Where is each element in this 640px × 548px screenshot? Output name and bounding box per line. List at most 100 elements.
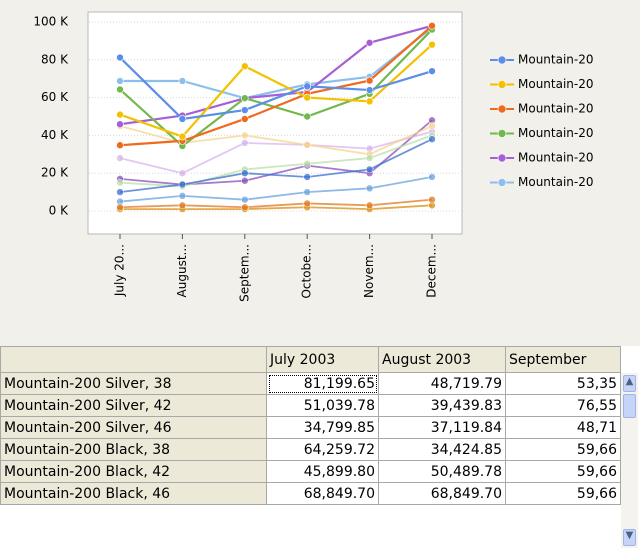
scroll-down[interactable]: ▼: [623, 529, 636, 546]
legend-marker: [497, 178, 507, 187]
data-point: [241, 169, 249, 177]
data-point: [428, 173, 436, 181]
data-point: [116, 154, 124, 162]
data-point: [116, 141, 124, 150]
cell[interactable]: 39,439.83: [378, 394, 506, 417]
cell[interactable]: 48,719.79: [378, 372, 506, 395]
data-point: [178, 132, 187, 141]
cell[interactable]: 34,424.85: [378, 438, 506, 461]
corner-cell[interactable]: [0, 346, 267, 373]
data-point: [365, 201, 374, 210]
data-point: [303, 93, 312, 102]
legend-marker: [497, 104, 507, 114]
data-point: [365, 86, 374, 94]
x-tick-label: Novem...: [362, 244, 376, 298]
data-point: [428, 195, 436, 204]
row-header[interactable]: Mountain-200 Silver, 42: [0, 394, 267, 417]
cell[interactable]: 50,489.78: [378, 460, 506, 483]
cell[interactable]: 37,119.84: [378, 416, 506, 439]
y-tick-label: 60 K: [41, 90, 69, 104]
cell[interactable]: 48,71: [505, 416, 621, 439]
column-header[interactable]: August 2003: [378, 346, 506, 373]
data-point: [365, 165, 374, 174]
cell[interactable]: 76,55: [505, 394, 621, 417]
cell[interactable]: 45,899.80: [266, 460, 379, 483]
data-point: [241, 203, 249, 212]
legend-marker: [497, 80, 507, 89]
data-point: [178, 192, 187, 200]
data-grid: July 2003 August 2003 September Mountain-20…: [0, 346, 621, 505]
data-point: [428, 122, 436, 130]
series-line: [120, 26, 433, 100]
data-point: [365, 184, 374, 193]
legend-label: Mountain-20: [518, 102, 594, 116]
data-point: [241, 195, 249, 204]
data-point: [365, 97, 374, 106]
table-row: Mountain-200 Black, 38 64,259.72 34,424.85…: [0, 438, 621, 461]
table-row: Mountain-200 Silver, 42 51,039.78 39,439.8…: [0, 394, 621, 417]
cell[interactable]: 53,35: [505, 372, 621, 395]
cell[interactable]: 34,799.85: [266, 416, 379, 439]
data-point: [178, 201, 187, 210]
row-header[interactable]: Mountain-200 Black, 46: [0, 482, 267, 505]
series-line: [119, 24, 433, 147]
cell[interactable]: 81,199.65: [266, 372, 379, 395]
legend-label: Mountain-20: [518, 53, 594, 67]
scroll-up[interactable]: ▲: [623, 375, 636, 392]
x-tick-label: Decem...: [425, 244, 439, 298]
data-point: [303, 82, 312, 91]
y-tick-label: 80 K: [41, 52, 69, 66]
column-header[interactable]: July 2003: [266, 346, 379, 373]
row-header[interactable]: Mountain-200 Silver, 38: [0, 372, 267, 395]
data-point: [428, 135, 436, 143]
data-point: [116, 203, 124, 212]
row-header[interactable]: Mountain-200 Black, 38: [0, 438, 267, 461]
table-row: Mountain-200 Silver, 38 81,199.65 48,719.7…: [0, 372, 621, 395]
series-line: [119, 24, 433, 126]
cell[interactable]: 59,66: [505, 482, 621, 505]
data-point: [365, 154, 374, 162]
cell[interactable]: 51,039.78: [266, 394, 379, 417]
data-point: [241, 115, 249, 123]
data-point: [116, 120, 124, 129]
data-point: [116, 77, 124, 85]
plot-area: [87, 11, 463, 235]
cell[interactable]: 59,66: [505, 460, 621, 483]
cell[interactable]: 64,259.72: [266, 438, 379, 461]
legend-label: Mountain-20: [518, 77, 594, 91]
x-tick-label: August...: [175, 244, 189, 297]
row-header[interactable]: Mountain-200 Silver, 46: [0, 416, 267, 439]
data-point: [178, 77, 187, 85]
data-point: [241, 94, 249, 102]
column-header[interactable]: September: [505, 346, 621, 373]
series-line: [119, 130, 433, 175]
legend-label: Mountain-20: [518, 151, 594, 165]
data-point: [178, 115, 187, 123]
data-point: [241, 62, 249, 71]
x-tick-label: Septem...: [237, 244, 251, 302]
row-header[interactable]: Mountain-200 Black, 42: [0, 460, 267, 483]
cell[interactable]: 68,849.70: [378, 482, 506, 505]
data-point: [303, 188, 312, 196]
scrollbar[interactable]: ▲ ▼: [621, 373, 638, 548]
data-point: [116, 110, 124, 119]
data-point: [241, 176, 249, 185]
table-row: Mountain-200 Black, 42 45,899.80 50,489.78…: [0, 460, 621, 483]
data-point: [365, 38, 374, 47]
y-tick-label: 0 K: [49, 204, 69, 218]
data-point: [241, 131, 249, 140]
series-line: [119, 43, 433, 138]
data-point: [116, 178, 124, 187]
data-point: [303, 173, 312, 181]
y-tick-label: 20 K: [41, 166, 69, 180]
scroll-thumb[interactable]: [623, 394, 636, 418]
x-tick-label: July 20...: [113, 244, 127, 297]
data-point: [241, 106, 249, 114]
table-row: Mountain-200 Silver, 46 34,799.85 37,119.8…: [0, 416, 621, 439]
table-row: Mountain-200 Black, 46 68,849.70 68,849.70…: [0, 482, 621, 505]
series-line: [119, 138, 433, 193]
data-point: [428, 67, 436, 75]
cell[interactable]: 59,66: [505, 438, 621, 461]
data-point: [303, 199, 312, 208]
cell[interactable]: 68,849.70: [266, 482, 379, 505]
